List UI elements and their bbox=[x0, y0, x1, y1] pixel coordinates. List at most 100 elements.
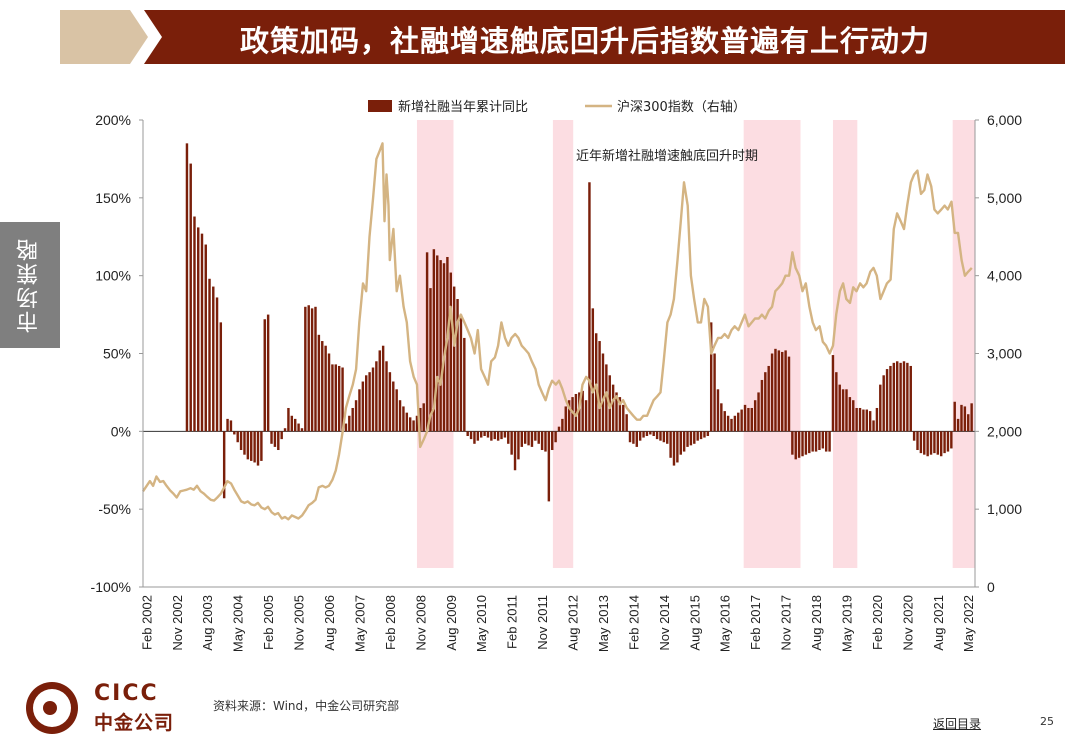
bar-180 bbox=[797, 431, 801, 458]
bar-108 bbox=[554, 431, 557, 443]
bar-187 bbox=[821, 431, 825, 449]
bar-146 bbox=[682, 431, 686, 452]
bar-78 bbox=[452, 286, 456, 432]
bar-61 bbox=[395, 389, 398, 432]
right-tick-label: 6,000 bbox=[987, 112, 1022, 128]
right-tick-label: 2,000 bbox=[987, 423, 1022, 439]
bar-75 bbox=[442, 263, 446, 432]
bar-97 bbox=[517, 431, 520, 460]
bar-101 bbox=[530, 431, 534, 447]
bar-155 bbox=[713, 353, 716, 432]
bar-147 bbox=[686, 431, 689, 447]
x-tick-label: Aug 2009 bbox=[444, 595, 459, 651]
bar-159 bbox=[726, 415, 730, 432]
bar-167 bbox=[753, 400, 757, 432]
bar-99 bbox=[523, 431, 527, 444]
bar-72 bbox=[432, 249, 436, 432]
bar-24 bbox=[270, 431, 273, 444]
bar-4 bbox=[200, 233, 204, 432]
bar-162 bbox=[737, 412, 740, 432]
shaded-period-5 bbox=[952, 120, 975, 568]
bar-210 bbox=[899, 362, 902, 432]
bar-163 bbox=[740, 409, 743, 432]
bar-58 bbox=[385, 361, 388, 432]
bar-109 bbox=[557, 426, 561, 432]
bar-209 bbox=[896, 361, 899, 432]
bar-81 bbox=[463, 337, 466, 432]
bar-46 bbox=[344, 423, 348, 432]
x-tick-label: Feb 2017 bbox=[748, 595, 763, 650]
header-chevron-light bbox=[60, 10, 148, 64]
bar-111 bbox=[564, 406, 567, 432]
bar-73 bbox=[436, 255, 439, 432]
bar-82 bbox=[466, 431, 469, 437]
bar-42 bbox=[331, 364, 334, 432]
bar-120 bbox=[594, 333, 598, 432]
bar-113 bbox=[571, 397, 574, 432]
bar-125 bbox=[611, 384, 615, 432]
bar-160 bbox=[730, 418, 733, 432]
bar-168 bbox=[757, 392, 760, 432]
bar-161 bbox=[733, 415, 737, 432]
bar-114 bbox=[574, 393, 578, 432]
left-tick-label: 0% bbox=[111, 423, 131, 439]
bar-22 bbox=[263, 319, 266, 432]
bar-201 bbox=[868, 411, 872, 432]
bar-71 bbox=[429, 288, 432, 432]
bar-176 bbox=[784, 350, 787, 432]
shaded-period-4 bbox=[832, 120, 858, 568]
bar-211 bbox=[902, 361, 906, 432]
bar-10 bbox=[222, 431, 226, 499]
bar-181 bbox=[801, 431, 804, 457]
x-tick-label: May 2016 bbox=[718, 595, 733, 652]
bar-206 bbox=[885, 369, 889, 432]
bar-48 bbox=[351, 407, 354, 432]
bar-197 bbox=[855, 407, 858, 432]
bar-128 bbox=[622, 404, 625, 432]
right-tick-label: 0 bbox=[987, 579, 995, 595]
bar-26 bbox=[277, 431, 280, 451]
bar-85 bbox=[476, 431, 480, 441]
bar-27 bbox=[280, 431, 283, 440]
x-tick-label: Nov 2020 bbox=[900, 595, 915, 651]
bar-199 bbox=[862, 409, 865, 432]
x-tick-label: Nov 2011 bbox=[535, 595, 550, 650]
source-note: 资料来源：Wind，中金公司研究部 bbox=[213, 699, 400, 713]
side-tab-market-strategy[interactable]: 市场策略 bbox=[0, 222, 60, 348]
x-tick-label: Nov 2014 bbox=[657, 595, 672, 651]
left-tick-label: 150% bbox=[95, 190, 131, 206]
bar-74 bbox=[439, 260, 442, 432]
bar-70 bbox=[425, 252, 429, 432]
bar-35 bbox=[307, 305, 310, 432]
bar-43 bbox=[334, 364, 338, 432]
bar-11 bbox=[226, 418, 229, 432]
bar-190 bbox=[831, 355, 835, 432]
bar-52 bbox=[365, 375, 368, 432]
back-to-contents-link[interactable]: 返回目录 bbox=[933, 717, 982, 731]
bar-55 bbox=[375, 361, 378, 432]
bar-31 bbox=[293, 418, 297, 432]
bar-30 bbox=[290, 415, 294, 432]
legend-bar-swatch bbox=[368, 100, 392, 112]
bar-151 bbox=[699, 431, 703, 440]
x-tick-label: May 2007 bbox=[352, 595, 367, 652]
bar-178 bbox=[791, 431, 794, 455]
bar-119 bbox=[591, 308, 595, 432]
bar-183 bbox=[808, 431, 811, 454]
x-tick-label: Nov 2002 bbox=[170, 595, 185, 651]
bar-138 bbox=[655, 431, 659, 440]
shaded-period-3 bbox=[743, 120, 801, 568]
bar-47 bbox=[348, 415, 351, 432]
bar-103 bbox=[537, 431, 540, 444]
bar-169 bbox=[760, 379, 764, 432]
bar-140 bbox=[662, 431, 666, 443]
bar-25 bbox=[273, 431, 277, 447]
bar-230 bbox=[967, 414, 970, 432]
bar-198 bbox=[858, 407, 862, 432]
bar-56 bbox=[378, 350, 381, 432]
bar-227 bbox=[956, 418, 960, 432]
bar-136 bbox=[649, 431, 652, 435]
bar-207 bbox=[889, 365, 892, 432]
bar-123 bbox=[605, 364, 608, 432]
x-tick-label: Nov 2017 bbox=[779, 595, 794, 651]
